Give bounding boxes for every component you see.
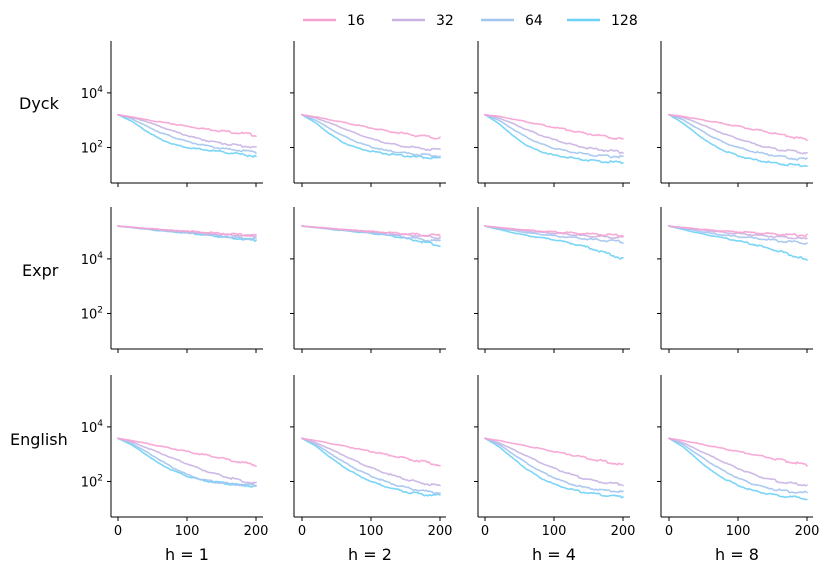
col-label-h4: h = 4: [532, 545, 576, 564]
panel-r3-c3: 0 100 200: [474, 375, 635, 539]
x-tick-label: 0: [298, 524, 306, 539]
legend-label: 64: [525, 13, 543, 29]
series-line-128: [668, 437, 808, 501]
panel-r3-c4: 0 100 200: [657, 375, 819, 539]
series-line-64: [117, 113, 257, 154]
series-line-16: [484, 437, 624, 466]
y-tick-label: 104: [81, 419, 104, 436]
series-line-128: [484, 113, 624, 165]
y-tick-label: 102: [81, 306, 103, 323]
series-line-32: [484, 113, 624, 155]
series-line-64: [668, 437, 808, 494]
x-tick-label: 100: [726, 524, 751, 539]
y-tick-label: 104: [81, 85, 104, 102]
panel-r2-c1: 104 102: [81, 207, 263, 353]
col-label-h1: h = 1: [165, 545, 209, 564]
x-tick-label: 100: [175, 524, 200, 539]
series-line-16: [117, 113, 257, 137]
series-line-64: [117, 437, 257, 487]
x-tick-label: 200: [795, 524, 820, 539]
series-line-64: [301, 113, 441, 158]
y-tick-label: 102: [81, 474, 103, 491]
series-line-16: [668, 225, 808, 238]
x-tick-label: 200: [611, 524, 636, 539]
series-line-16: [301, 113, 441, 140]
series-line-64: [668, 113, 808, 161]
x-tick-label: 0: [114, 524, 122, 539]
series-line-16: [484, 225, 624, 237]
legend: 16 32 64 128: [303, 13, 638, 29]
series-line-16: [484, 113, 624, 141]
x-tick-label: 0: [481, 524, 489, 539]
legend-label: 128: [611, 13, 638, 29]
legend-label: 32: [436, 13, 454, 29]
row-label-english: English: [10, 430, 68, 449]
row-label-dyck: Dyck: [19, 94, 60, 113]
column-labels: h = 1 h = 2 h = 4 h = 8: [165, 545, 759, 564]
x-tick-label: 100: [359, 524, 384, 539]
series-line-128: [484, 437, 624, 499]
series-line-32: [668, 437, 808, 487]
legend-item-64: 64: [481, 13, 543, 29]
series-line-64: [301, 437, 441, 495]
panel-r2-c2: [290, 207, 446, 353]
series-line-16: [117, 225, 257, 238]
legend-item-128: 128: [567, 13, 638, 29]
series-line-16: [301, 437, 441, 467]
series-line-128: [301, 113, 441, 160]
y-tick-label: 104: [81, 251, 104, 268]
col-label-h8: h = 8: [715, 545, 759, 564]
series-line-32: [484, 437, 624, 487]
x-tick-label: 0: [665, 524, 673, 539]
panel-r2-c4: [657, 207, 813, 353]
panel-r1-c3: [474, 41, 630, 187]
x-tick-label: 200: [244, 524, 269, 539]
panel-r1-c4: [657, 41, 813, 187]
series-line-64: [484, 113, 624, 159]
series-line-128: [117, 113, 257, 158]
series-line-32: [117, 437, 257, 485]
panel-r2-c3: [474, 207, 630, 353]
legend-label: 16: [347, 13, 365, 29]
series-line-64: [484, 225, 624, 244]
panel-r1-c2: [290, 41, 446, 187]
series-line-128: [668, 225, 808, 261]
series-line-128: [668, 113, 808, 168]
x-tick-label: 200: [428, 524, 453, 539]
series-line-128: [484, 225, 624, 260]
panel-r3-c2: 0 100 200: [290, 375, 452, 539]
panel-r1-c1: 104 102: [81, 41, 263, 187]
panel-r3-c1: 104 102 0 100 200: [81, 375, 269, 539]
series-line-128: [301, 437, 441, 497]
series-line-64: [484, 437, 624, 494]
row-labels: Dyck Expr English: [10, 94, 68, 449]
col-label-h2: h = 2: [348, 545, 392, 564]
series-line-16: [668, 113, 808, 142]
series-line-16: [117, 437, 257, 467]
series-line-16: [668, 437, 808, 467]
series-line-32: [301, 437, 441, 487]
y-tick-label: 102: [81, 140, 103, 157]
series-line-32: [668, 113, 808, 155]
x-tick-label: 100: [542, 524, 567, 539]
series-line-16: [301, 225, 441, 237]
series-line-32: [301, 113, 441, 152]
legend-item-32: 32: [392, 13, 454, 29]
series-line-32: [117, 113, 257, 149]
legend-item-16: 16: [303, 13, 365, 29]
row-label-expr: Expr: [22, 261, 59, 280]
